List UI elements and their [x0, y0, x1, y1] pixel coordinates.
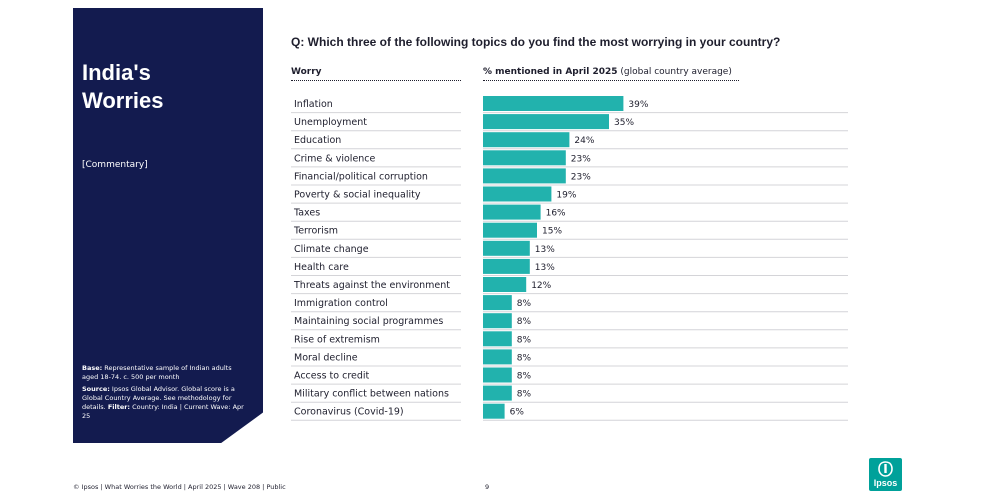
base-text: Representative sample of Indian adults a…: [82, 364, 232, 381]
sidebar-panel: India's Worries [Commentary] Base: Repre…: [73, 8, 263, 443]
bar: [483, 204, 541, 220]
footer-text: © Ipsos | What Worries the World | April…: [73, 483, 286, 491]
bar: [483, 114, 609, 130]
category-label: Coronavirus (Covid-19): [294, 407, 404, 418]
source-label: Source:: [82, 385, 110, 393]
value-label: 24%: [574, 136, 594, 146]
category-label: Unemployment: [294, 117, 367, 128]
bar: [483, 222, 537, 238]
bar: [483, 331, 512, 347]
page-number: 9: [485, 483, 490, 491]
filter-label: Filter:: [107, 403, 131, 411]
base-label: Base:: [82, 364, 103, 372]
percent-header-rest: (global country average): [620, 67, 732, 77]
base-note: Base: Representative sample of Indian ad…: [82, 364, 248, 382]
bar: [483, 349, 512, 365]
value-label: 23%: [571, 172, 591, 182]
ipsos-logo: Ipsos: [869, 458, 902, 491]
bar: [483, 258, 530, 274]
bar: [483, 150, 566, 166]
category-label: Education: [294, 135, 341, 146]
category-label: Threats against the environment: [293, 280, 450, 291]
bar: [483, 367, 512, 383]
source-text: Ipsos Global Advisor. Global score is a …: [82, 385, 235, 411]
value-label: 8%: [517, 390, 532, 400]
value-label: 12%: [531, 281, 551, 291]
logo-text: Ipsos: [873, 478, 898, 488]
logo-mark-icon: [878, 461, 893, 477]
value-label: 8%: [517, 317, 532, 327]
value-label: 39%: [628, 100, 648, 110]
value-label: 35%: [614, 118, 634, 128]
value-label: 8%: [517, 299, 532, 309]
value-label: 6%: [510, 408, 525, 418]
category-label: Terrorism: [293, 226, 338, 237]
value-label: 16%: [546, 209, 566, 219]
category-label: Inflation: [294, 99, 333, 110]
bar: [483, 277, 527, 292]
question-title: Q: Which three of the following topics d…: [291, 35, 781, 49]
bar: [483, 168, 566, 184]
bar: [483, 132, 570, 148]
value-label: 23%: [571, 154, 591, 164]
source-note: Source: Ipsos Global Advisor. Global sco…: [82, 385, 248, 421]
value-label: 8%: [517, 372, 532, 382]
commentary-text: [Commentary]: [82, 160, 148, 170]
value-label: 13%: [535, 245, 555, 255]
filter-text: Country: India | Current Wave: Apr 25: [82, 403, 244, 420]
sidebar-title: India's Worries: [82, 60, 164, 113]
bar: [483, 403, 505, 419]
category-label: Crime & violence: [294, 153, 376, 164]
worry-column-header: Worry: [291, 67, 461, 81]
value-label: 19%: [556, 191, 576, 201]
bar: [483, 96, 624, 111]
category-label: Maintaining social programmes: [294, 316, 443, 327]
percent-header-bold: % mentioned in April 2025: [483, 67, 618, 77]
category-label: Immigration control: [294, 298, 388, 309]
category-label: Access to credit: [294, 371, 370, 382]
bar: [483, 295, 512, 311]
category-label: Military conflict between nations: [294, 389, 449, 400]
bar: [483, 186, 552, 202]
value-label: 13%: [535, 263, 555, 273]
value-label: 15%: [542, 227, 562, 237]
bar: [483, 385, 512, 401]
category-label: Poverty & social inequality: [294, 190, 421, 201]
category-label: Taxes: [293, 208, 320, 219]
percent-column-header: % mentioned in April 2025 (global countr…: [483, 67, 739, 81]
value-label: 8%: [517, 335, 532, 345]
value-label: 8%: [517, 353, 532, 363]
category-label: Rise of extremism: [294, 334, 380, 345]
notes-block: Base: Representative sample of Indian ad…: [82, 364, 248, 424]
bar: [483, 240, 530, 256]
category-label: Moral decline: [294, 352, 358, 363]
category-label: Health care: [294, 262, 349, 273]
bar: [483, 313, 512, 329]
category-label: Financial/political corruption: [294, 171, 428, 182]
category-label: Climate change: [294, 244, 369, 255]
